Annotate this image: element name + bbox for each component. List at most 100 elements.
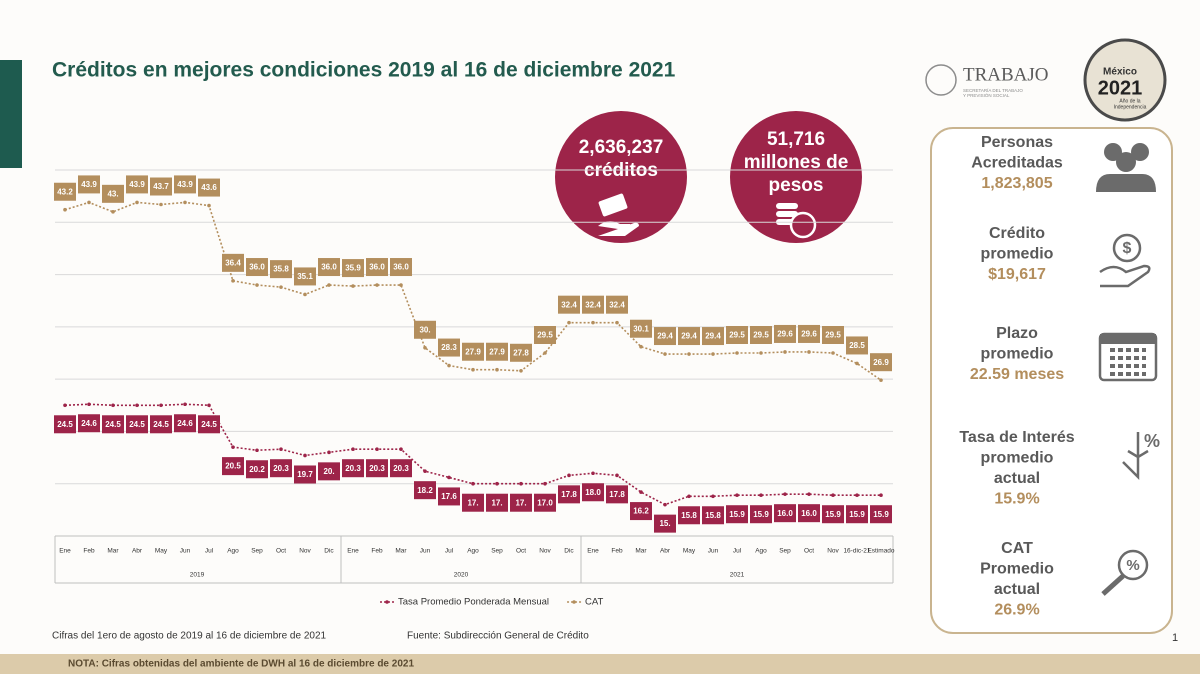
data-label: 29.5 bbox=[753, 331, 769, 340]
logo-subtext: Independencia bbox=[1114, 104, 1147, 110]
data-label: 15.9 bbox=[873, 510, 889, 519]
point bbox=[351, 447, 355, 452]
data-label-box bbox=[438, 487, 460, 506]
x-tick-label: Ago bbox=[755, 548, 767, 555]
data-label: 16.0 bbox=[801, 509, 817, 518]
data-label-box bbox=[750, 326, 772, 344]
point bbox=[567, 320, 571, 325]
data-label-box bbox=[414, 320, 436, 339]
icon bbox=[1110, 348, 1146, 376]
data-label-box bbox=[102, 415, 124, 434]
point bbox=[831, 493, 835, 498]
x-tick-label: Feb bbox=[371, 548, 383, 555]
data-label-box bbox=[294, 465, 316, 484]
data-label-box bbox=[486, 493, 508, 512]
data-label: 16.0 bbox=[777, 509, 793, 518]
data-label-box bbox=[198, 178, 220, 197]
x-tick-label: Ago bbox=[467, 548, 479, 555]
data-label: 17.8 bbox=[561, 490, 577, 499]
data-label: 43.7 bbox=[153, 182, 169, 191]
data-label: 24.6 bbox=[177, 419, 193, 428]
indicator-value: 1,823,805 bbox=[981, 175, 1052, 192]
icon bbox=[1099, 264, 1151, 288]
data-label-box bbox=[174, 175, 196, 194]
data-label-box bbox=[198, 415, 220, 434]
data-label: 43.9 bbox=[81, 180, 97, 189]
data-label: 35.8 bbox=[273, 265, 289, 274]
indicator-icons: $ % % bbox=[1096, 143, 1160, 596]
data-label-box bbox=[606, 295, 628, 314]
data-label-box bbox=[318, 462, 340, 481]
legend-swatch bbox=[572, 600, 576, 604]
group-label: 2019 bbox=[190, 572, 205, 579]
x-tick-label: Sep bbox=[491, 548, 503, 555]
data-label-box bbox=[294, 267, 316, 286]
icon: % bbox=[1126, 557, 1139, 574]
logo-subtext: Año de la bbox=[1119, 98, 1140, 104]
point bbox=[495, 481, 499, 486]
logo-text: México bbox=[1103, 67, 1137, 78]
data-label-box bbox=[654, 327, 676, 346]
highlight-text: 51,716 bbox=[767, 129, 825, 150]
data-label: 20.3 bbox=[345, 464, 361, 473]
x-tick-label: Mar bbox=[107, 548, 119, 555]
data-label-box bbox=[126, 415, 148, 434]
point bbox=[519, 481, 523, 486]
icon bbox=[1112, 233, 1142, 263]
point bbox=[447, 363, 451, 368]
mexico-2021-logo: México 2021 Año de la Independencia bbox=[1083, 38, 1167, 122]
point bbox=[231, 445, 235, 449]
data-label: 27.8 bbox=[513, 348, 529, 357]
data-label: 24.6 bbox=[81, 419, 97, 428]
data-label-box bbox=[678, 327, 700, 346]
point bbox=[231, 279, 235, 283]
point bbox=[759, 493, 763, 498]
data-label: 24.5 bbox=[201, 420, 217, 429]
indicator-label: Tasa de Interés bbox=[959, 429, 1074, 446]
x-tick-label: Ene bbox=[59, 548, 71, 555]
data-label-box bbox=[246, 460, 268, 479]
data-label-box bbox=[846, 505, 868, 524]
highlight-pesos: 51,716 millones de pesos bbox=[730, 111, 862, 243]
data-label: 27.9 bbox=[489, 347, 505, 356]
group-label: 2021 bbox=[730, 572, 745, 579]
data-label-box bbox=[630, 319, 652, 338]
data-label: 29.5 bbox=[537, 331, 553, 340]
x-tick-label: Ene bbox=[587, 548, 599, 555]
title: Créditos en mejores condiciones 2019 al … bbox=[52, 59, 676, 82]
point bbox=[663, 352, 667, 356]
data-label: 35.1 bbox=[297, 272, 313, 281]
data-label: 32.4 bbox=[585, 300, 601, 309]
data-label: 29.4 bbox=[657, 332, 673, 341]
indicator-value: $19,617 bbox=[988, 266, 1046, 283]
data-label: 43. bbox=[107, 189, 118, 198]
point bbox=[879, 493, 883, 498]
highlight-circle bbox=[555, 111, 687, 243]
data-label-box bbox=[174, 414, 196, 433]
data-label-box bbox=[774, 504, 796, 523]
data-label: 29.6 bbox=[777, 330, 793, 339]
icon bbox=[1104, 143, 1122, 161]
data-label: 19.7 bbox=[297, 470, 313, 479]
logo-subtext: SECRETARÍA DEL TRABAJO bbox=[963, 87, 1023, 93]
data-label-box bbox=[390, 459, 412, 478]
point bbox=[327, 450, 331, 455]
data-label-box bbox=[390, 258, 412, 277]
data-label: 24.5 bbox=[105, 420, 121, 429]
data-label-box bbox=[414, 481, 436, 500]
data-label-box bbox=[486, 342, 508, 361]
group-label: 2020 bbox=[454, 572, 469, 579]
data-label-box bbox=[678, 506, 700, 525]
data-label: 26.9 bbox=[873, 358, 889, 367]
data-label-box bbox=[462, 342, 484, 361]
indicator-label: promedio bbox=[981, 346, 1054, 363]
data-label: 36.0 bbox=[393, 263, 409, 272]
emblem bbox=[1083, 38, 1167, 122]
data-label-box bbox=[126, 175, 148, 194]
data-label-box bbox=[726, 326, 748, 344]
x-tick-label: May bbox=[683, 548, 696, 555]
data-label-box bbox=[78, 414, 100, 433]
indicator-label: promedio bbox=[981, 450, 1054, 467]
logo-text: TRABAJO bbox=[963, 64, 1049, 85]
